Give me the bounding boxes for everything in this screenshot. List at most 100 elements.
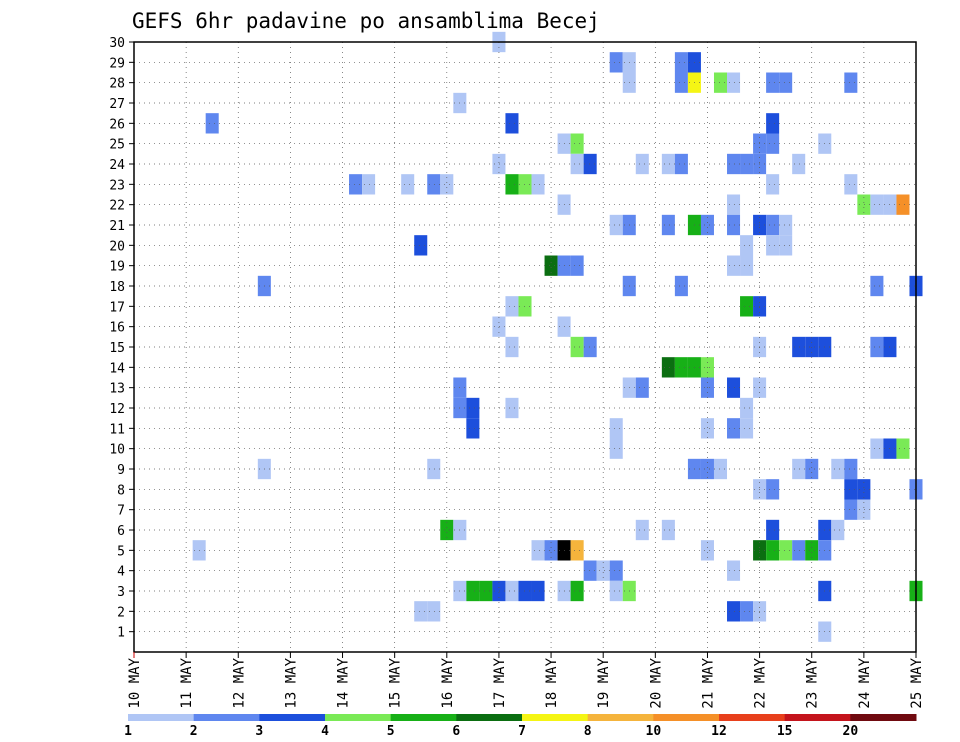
heatmap-cell	[531, 174, 545, 195]
x-tick-label: 18 MAY	[544, 657, 560, 708]
heatmap-cell	[727, 560, 741, 581]
heatmap-cell	[727, 418, 741, 439]
heatmap-cell	[766, 133, 780, 154]
heatmap-cell	[570, 153, 584, 175]
heatmap-cell	[505, 296, 519, 317]
y-tick-label: 8	[117, 483, 125, 498]
legend-swatch	[325, 714, 392, 721]
grid-lines	[134, 42, 916, 652]
heatmap-cell	[870, 336, 884, 358]
heatmap-cell	[440, 519, 454, 541]
color-legend: 1 2 3 4 5 6 7 8 10 12 15 20	[124, 714, 917, 739]
y-tick-label: 13	[109, 382, 125, 397]
heatmap-cell	[727, 377, 741, 398]
heatmap-cell	[674, 72, 688, 93]
heatmap-cell	[779, 540, 793, 561]
y-tick-label: 6	[117, 524, 125, 539]
heatmap-cell	[870, 194, 884, 215]
heatmap-cell	[792, 336, 806, 358]
y-tick-label: 3	[117, 585, 125, 600]
heatmap-cell	[427, 174, 441, 195]
y-tick-label: 5	[117, 544, 125, 559]
legend-swatch	[390, 714, 457, 721]
heatmap-cell	[349, 174, 363, 195]
heatmap-cell	[427, 601, 441, 622]
heatmap-cell	[740, 296, 754, 317]
y-tick-label: 25	[109, 138, 125, 153]
y-tick-label: 9	[117, 463, 125, 478]
heatmap-cell	[583, 336, 597, 358]
heatmap-cell	[766, 72, 780, 93]
heatmap-cell	[674, 275, 688, 297]
heatmap-cell	[609, 580, 623, 602]
heatmap-cell	[740, 255, 754, 276]
heatmap-cell	[466, 580, 480, 602]
heatmap-cell	[427, 458, 441, 480]
heatmap-cell	[583, 153, 597, 175]
heatmap-cell	[466, 397, 480, 419]
heatmap-cell	[831, 458, 845, 480]
heatmap-cell	[805, 458, 819, 480]
y-tick-label: 28	[109, 77, 125, 92]
chart-title: GEFS 6hr padavine po ansamblima Becej	[132, 9, 600, 33]
y-tick-label: 26	[109, 117, 125, 132]
heatmap-cell	[727, 194, 741, 215]
x-tick-label: 22 MAY	[753, 657, 769, 708]
heatmap-cell	[609, 438, 623, 459]
legend-swatch	[456, 714, 523, 721]
heatmap-cell	[414, 235, 428, 256]
heatmap-cell	[766, 479, 780, 500]
heatmap-cell	[792, 540, 806, 561]
heatmap-cell	[362, 174, 376, 195]
heatmap-cell	[401, 174, 415, 195]
heatmap-cell	[440, 174, 454, 195]
heatmap-cell	[896, 194, 910, 215]
y-tick-label: 10	[109, 443, 125, 458]
heatmap-cell	[844, 458, 858, 480]
heatmap-cell	[844, 174, 858, 195]
heatmap-cell	[661, 357, 675, 378]
heatmap-cell	[205, 113, 219, 134]
heatmap-cell	[896, 438, 910, 459]
heatmap-cell	[492, 153, 506, 175]
heatmap-cell	[414, 601, 428, 622]
heatmap-cell	[857, 499, 871, 520]
heatmap-cell	[870, 438, 884, 459]
heatmap-cell	[727, 601, 741, 622]
y-tick-label: 2	[117, 605, 125, 620]
heatmap-cell	[857, 194, 871, 215]
heatmap-cell	[544, 255, 558, 276]
heatmap-cell	[505, 113, 519, 134]
legend-swatch	[653, 714, 720, 721]
heatmap-cell	[700, 214, 714, 236]
heatmap-cell	[570, 336, 584, 358]
legend-swatch	[259, 714, 326, 721]
heatmap-cell	[727, 214, 741, 236]
heatmap-cell	[844, 72, 858, 93]
heatmap-cell	[766, 113, 780, 134]
x-tick-label: 13 MAY	[283, 657, 299, 708]
heatmap-cell	[596, 560, 610, 581]
y-tick-label: 18	[109, 280, 125, 295]
y-tick-label: 19	[109, 260, 125, 275]
heatmap-cell	[492, 316, 506, 337]
heatmap-cell	[766, 235, 780, 256]
heatmap-cell	[844, 479, 858, 500]
x-tick-label: 16 MAY	[440, 657, 456, 708]
heatmap-cell	[870, 275, 884, 297]
heatmap-cell	[766, 540, 780, 561]
heatmap-cell	[674, 52, 688, 73]
heatmap-cell	[740, 235, 754, 256]
heatmap-cell	[570, 133, 584, 154]
x-tick-label: 11 MAY	[179, 657, 195, 708]
heatmap-cell	[505, 336, 519, 358]
heatmap-cell	[766, 214, 780, 236]
heatmap-cell	[844, 499, 858, 520]
heatmap-cell	[635, 519, 649, 541]
heatmap-cell	[466, 418, 480, 439]
y-tick-label: 1	[117, 626, 125, 641]
heatmap-cell	[766, 174, 780, 195]
heatmap-cell	[727, 153, 741, 175]
heatmap-cell	[505, 580, 519, 602]
x-tick-label: 17 MAY	[492, 657, 508, 708]
